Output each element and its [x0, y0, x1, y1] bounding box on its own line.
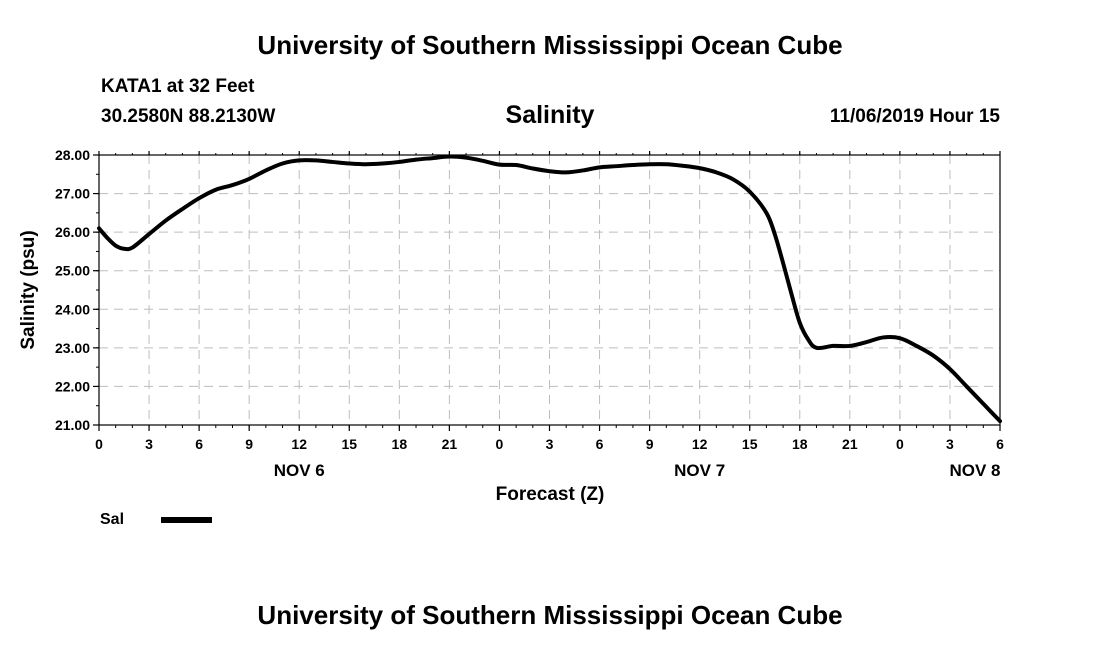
x-tick-label: 18: [792, 436, 808, 452]
x-tick-label: 6: [996, 436, 1004, 452]
legend-label: Sal: [100, 511, 124, 528]
x-tick-label: 21: [442, 436, 458, 452]
y-tick-label: 27.00: [55, 186, 90, 202]
day-label: NOV 7: [674, 461, 725, 480]
x-tick-label: 3: [946, 436, 954, 452]
footer-title: University of Southern Mississippi Ocean…: [257, 600, 843, 630]
axis-ticks: [93, 151, 1001, 431]
y-tick-label: 21.00: [55, 417, 90, 433]
x-axis-label: Forecast (Z): [496, 484, 605, 505]
x-tick-label: 9: [245, 436, 253, 452]
tick-labels: 21.00 22.00 23.00 24.00 25.00 26.00 27.00 28.00…: [55, 147, 1004, 480]
x-tick-label: 12: [692, 436, 708, 452]
y-tick-label: 26.00: [55, 224, 90, 240]
salinity-series-line: [97, 154, 1002, 424]
x-tick-label: 9: [646, 436, 654, 452]
y-tick-label: 24.00: [55, 301, 90, 317]
day-label: NOV 8: [949, 461, 1000, 480]
chart-title: Salinity: [505, 101, 595, 129]
y-tick-label: 25.00: [55, 263, 90, 279]
x-tick-label: 0: [496, 436, 504, 452]
grid: [99, 155, 1000, 425]
day-label: NOV 6: [274, 461, 325, 480]
x-tick-label: 18: [392, 436, 408, 452]
x-tick-label: 3: [546, 436, 554, 452]
x-tick-label: 21: [842, 436, 858, 452]
y-tick-label: 23.00: [55, 340, 90, 356]
station-label: KATA1 at 32 Feet: [101, 76, 255, 97]
y-tick-label: 28.00: [55, 147, 90, 163]
x-tick-label: 12: [291, 436, 307, 452]
station-coordinates: 30.2580N 88.2130W: [101, 106, 276, 127]
issue-datetime: 11/06/2019 Hour 15: [829, 106, 1000, 127]
legend: Sal: [100, 511, 212, 528]
y-tick-label: 22.00: [55, 378, 90, 394]
y-axis-label: Salinity (psu): [18, 230, 39, 349]
x-tick-label: 15: [742, 436, 758, 452]
x-tick-label: 0: [95, 436, 103, 452]
x-tick-label: 0: [896, 436, 904, 452]
page-title: University of Southern Mississippi Ocean…: [257, 30, 843, 60]
x-tick-label: 3: [145, 436, 153, 452]
x-tick-label: 6: [195, 436, 203, 452]
x-tick-label: 15: [341, 436, 357, 452]
x-tick-label: 6: [596, 436, 604, 452]
